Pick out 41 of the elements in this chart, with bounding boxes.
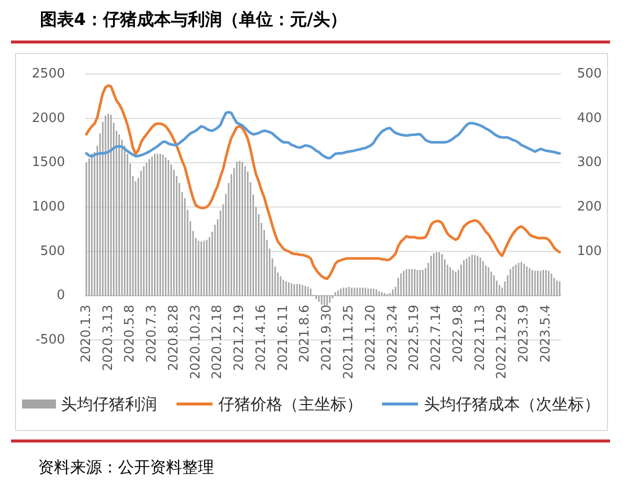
y2-tick-label: 500 xyxy=(577,66,602,82)
x-tick-label: 2023.3.9 xyxy=(516,304,532,363)
x-tick-label: 2021.8.6 xyxy=(298,304,313,363)
x-tick-label: 2020.5.8 xyxy=(122,304,138,363)
annotation: 资料来源：公开资料整理 xyxy=(38,458,214,476)
y-tick-label: 0 xyxy=(56,288,65,304)
y2-tick-label: 300 xyxy=(577,155,602,170)
y-tick-label: 1000 xyxy=(32,200,65,214)
y2-tick-label: 100 xyxy=(577,244,602,259)
x-tick-label: 2022.5.19 xyxy=(407,304,422,371)
y2-tick-label: 200 xyxy=(577,200,602,214)
x-tick-label: 2022.9.8 xyxy=(450,304,466,363)
y-tick-label: -500 xyxy=(35,332,65,348)
y-tick-label: 500 xyxy=(40,244,65,259)
x-tick-label: 2020.7.3 xyxy=(144,304,160,363)
x-tick-label: 2020.8.28 xyxy=(166,304,182,371)
x-tick-label: 2022.3.24 xyxy=(385,304,400,371)
line-series xyxy=(85,84,561,280)
legend-label: 仔猪价格（主坐标） xyxy=(218,394,362,414)
x-tick-label: 2020.10.23 xyxy=(188,304,204,380)
line-series xyxy=(85,110,561,160)
x-tick-label: 2022.7.14 xyxy=(429,304,444,371)
x-tick-label: 2021.11.25 xyxy=(341,304,356,380)
y-tick-label: 2000 xyxy=(32,110,65,126)
x-tick-label: 2021.4.16 xyxy=(254,304,269,371)
y-tick-label: 2500 xyxy=(32,66,65,82)
x-tick-label: 2022.12.29 xyxy=(494,304,510,380)
x-tick-label: 2021.9.30 xyxy=(320,304,335,371)
x-tick-label: 2020.1.3 xyxy=(78,304,94,363)
x-tick-label: 2022.1.20 xyxy=(363,304,378,371)
x-tick-label: 2021.2.19 xyxy=(232,304,248,371)
legend-label: 头均仔猪成本（次坐标） xyxy=(424,394,600,414)
x-tick-label: 2020.3.13 xyxy=(100,304,116,371)
x-tick-label: 2022.11.3 xyxy=(472,304,488,371)
title: 图表4：仔猪成本与利润（单位：元/头） xyxy=(40,10,348,30)
y-tick-label: 1500 xyxy=(32,155,65,170)
x-tick-label: 2020.12.18 xyxy=(210,304,226,380)
y2-tick-label: 400 xyxy=(577,110,602,126)
x-tick-label: 2023.5.4 xyxy=(538,304,554,363)
legend-label: 头均仔猪利润 xyxy=(61,394,157,414)
x-tick-label: 2021.6.11 xyxy=(276,304,291,371)
